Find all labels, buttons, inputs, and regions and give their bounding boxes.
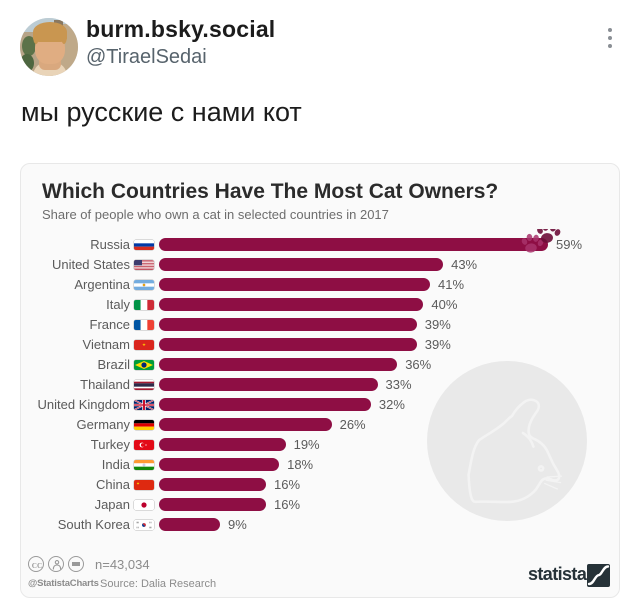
svg-text:CC: CC [32, 562, 42, 570]
